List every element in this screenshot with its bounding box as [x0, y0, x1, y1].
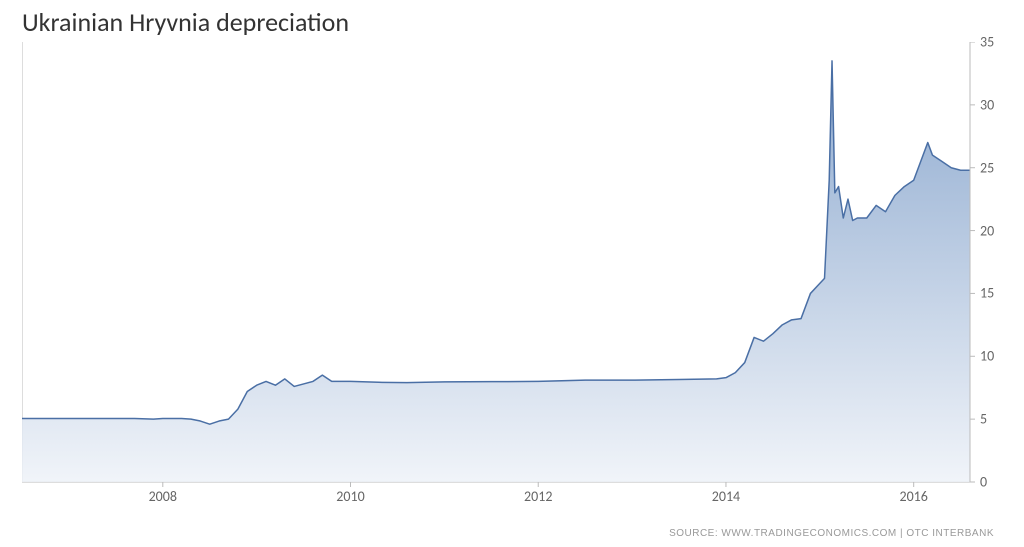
x-axis-tick-label: 2014	[712, 488, 740, 505]
area-chart	[22, 42, 1008, 512]
page-title: Ukrainian Hryvnia depreciation	[22, 6, 349, 38]
y-axis-tick-label: 20	[980, 222, 1002, 239]
y-axis-tick-label: 10	[980, 348, 1002, 365]
y-axis-tick-label: 15	[980, 285, 1002, 302]
x-axis-tick-label: 2010	[336, 488, 364, 505]
y-axis-tick-label: 5	[980, 411, 1002, 428]
y-axis-tick-label: 30	[980, 96, 1002, 113]
source-attribution: SOURCE: WWW.TRADINGECONOMICS.COM | OTC I…	[669, 528, 994, 539]
x-axis-tick-label: 2016	[899, 488, 927, 505]
y-axis-tick-label: 25	[980, 159, 1002, 176]
y-axis-tick-label: 35	[980, 34, 1002, 51]
x-axis-tick-label: 2008	[149, 488, 177, 505]
y-axis-tick-label: 0	[980, 474, 1002, 491]
x-axis-tick-label: 2012	[524, 488, 552, 505]
chart-container: 0510152025303520082010201220142016	[22, 42, 1008, 512]
